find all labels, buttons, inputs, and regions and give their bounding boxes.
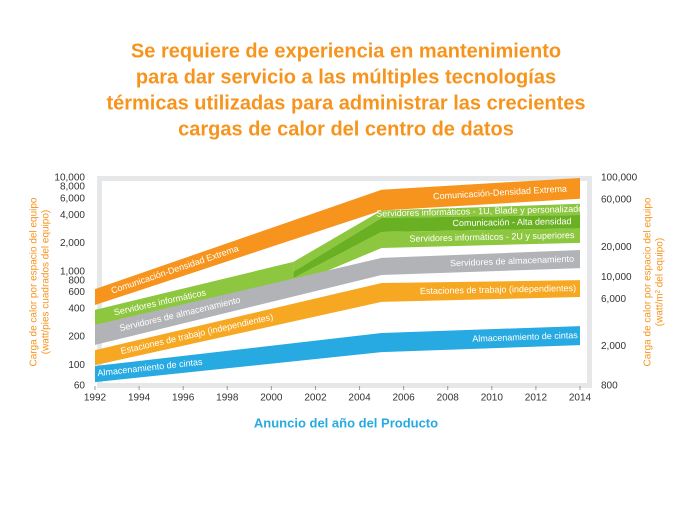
chart-title: cargas de calor del centro de datos [178, 118, 514, 140]
y-tick-label: 6,000 [60, 193, 85, 204]
band-high [95, 326, 580, 383]
y2-tick-label: 20,000 [601, 242, 632, 253]
y2-tick-label: 10,000 [601, 272, 632, 283]
y-tick-label: 1,000 [60, 266, 85, 277]
y-tick-label: 600 [68, 287, 85, 298]
y2-tick-label: 2,000 [601, 341, 626, 352]
y2-tick-label: 800 [601, 381, 618, 392]
band-label: Almacenamiento de cintas [472, 330, 578, 344]
y-tick-label: 10,000 [54, 173, 85, 184]
x-tick-label: 1996 [172, 393, 195, 404]
y-tick-label: 8,000 [60, 182, 85, 193]
y-tick-label: 4,000 [60, 210, 85, 221]
y-axis-title-line: (watt/pies cuadrados del equipo) [41, 210, 52, 355]
y2-axis-title-line: Carga de calor por espacio del equipo [643, 197, 654, 366]
band-label: Estaciones de trabajo (independientes) [420, 283, 576, 296]
chart-title: Se requiere de experiencia en mantenimie… [131, 40, 561, 62]
y-tick-label: 800 [68, 275, 85, 286]
x-tick-label: 2012 [525, 393, 548, 404]
x-axis-title: Anuncio del año del Producto [254, 415, 438, 430]
band-label: Comunicación - Alta densidad [452, 216, 571, 228]
y2-axis-title: Carga de calor por espacio del equipo (w… [643, 197, 666, 366]
x-tick-label: 1992 [84, 393, 107, 404]
x-tick-label: 2014 [569, 393, 592, 404]
band-high [95, 280, 580, 366]
chart-title: térmicas utilizadas para administrar las… [106, 92, 585, 114]
x-tick-label: 2000 [260, 393, 283, 404]
y-tick-label: 2,000 [60, 238, 85, 249]
band-high [293, 214, 580, 279]
x-tick-label: 2004 [348, 393, 371, 404]
y-tick-label: 60 [74, 381, 86, 392]
y-axis-title-line: Carga de calor por espacio del equipo [29, 197, 40, 366]
x-tick-label: 1994 [128, 393, 151, 404]
band-high [95, 178, 580, 305]
y-tick-label: 200 [68, 332, 85, 343]
band-label: Servidores informáticos - 2U y superiore… [409, 230, 575, 244]
band-high [293, 203, 580, 272]
y-tick-label: 100 [68, 360, 85, 371]
y-tick-label: 400 [68, 304, 85, 315]
y2-tick-label: 60,000 [601, 195, 632, 206]
band-high [293, 228, 580, 285]
y2-tick-label: 100,000 [601, 173, 638, 184]
x-tick-label: 2002 [304, 393, 327, 404]
band-high [95, 250, 580, 345]
x-tick-label: 2008 [437, 393, 460, 404]
chart-title: para dar servicio a las múltiples tecnol… [136, 66, 556, 88]
band-label: Servidores de almacenamiento [450, 254, 574, 269]
x-tick-label: 1998 [216, 393, 239, 404]
y2-axis-title-line: (watt/m² del equipo) [655, 238, 666, 326]
y-axis-title: Carga de calor por espacio del equipo (w… [29, 197, 52, 366]
band-high [95, 261, 294, 325]
x-tick-label: 2010 [481, 393, 504, 404]
y2-tick-label: 6,000 [601, 294, 626, 305]
x-tick-label: 2006 [393, 393, 416, 404]
